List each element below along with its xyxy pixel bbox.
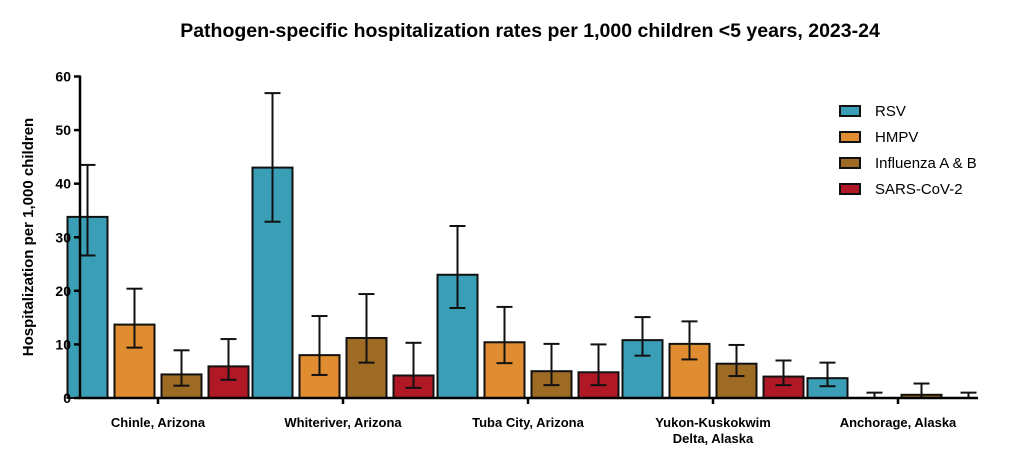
legend-label: HMPV xyxy=(875,129,918,146)
legend-label: RSV xyxy=(875,103,906,120)
x-tick-label: Yukon-Kuskokwim xyxy=(655,415,771,430)
bar-3-1 xyxy=(668,342,711,399)
y-tick-label: 40 xyxy=(55,176,71,192)
legend-label: SARS-CoV-2 xyxy=(875,181,963,198)
x-tick-label: Chinle, Arizona xyxy=(111,415,206,430)
x-tick-label: Tuba City, Arizona xyxy=(472,415,584,430)
x-tick-label: Whiteriver, Arizona xyxy=(284,415,402,430)
y-tick-label: 50 xyxy=(55,122,71,138)
y-tick-label: 10 xyxy=(55,336,71,352)
legend-label: Influenza A & B xyxy=(875,155,977,172)
y-tick-label: 30 xyxy=(55,229,71,245)
legend-swatch-1 xyxy=(839,131,861,143)
x-tick-label: Anchorage, Alaska xyxy=(840,415,957,430)
legend-swatch-3 xyxy=(839,183,861,195)
legend-swatch-0 xyxy=(839,105,861,117)
chart-title: Pathogen-specific hospitalization rates … xyxy=(180,20,880,42)
legend: RSV HMPV Influenza A & B SARS-CoV-2 xyxy=(839,103,977,198)
y-tick-label: 20 xyxy=(55,283,71,299)
y-tick-label: 0 xyxy=(63,390,71,406)
y-axis-label: Hospitalization per 1,000 children xyxy=(20,118,37,356)
legend-swatch-2 xyxy=(839,157,861,169)
x-tick-label: Delta, Alaska xyxy=(673,431,754,446)
y-tick-label: 60 xyxy=(55,69,71,85)
axes: Chinle, Arizona Whiteriver, Arizona Tuba C… xyxy=(55,69,978,446)
